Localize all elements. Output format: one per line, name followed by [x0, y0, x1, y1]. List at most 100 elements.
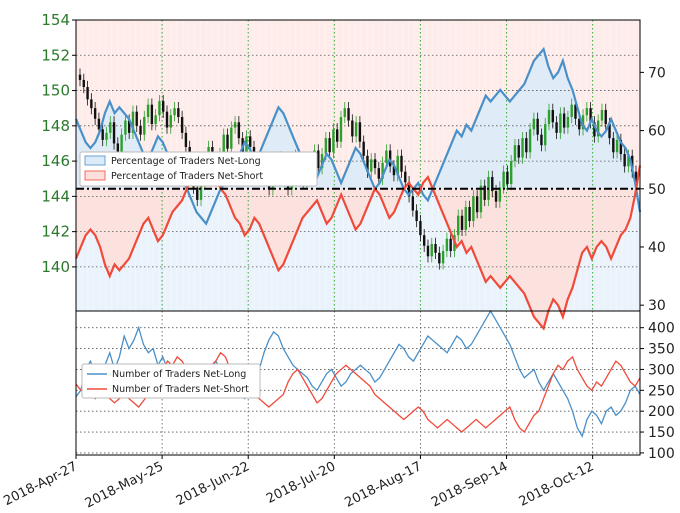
candle-body: [411, 196, 415, 211]
legend-label-long: Percentage of Traders Net-Long: [111, 156, 261, 167]
candle-body: [90, 99, 93, 109]
candle-body: [589, 108, 592, 123]
candle-body: [347, 108, 350, 121]
candle-body: [165, 111, 169, 128]
bottom-legend-box: [81, 363, 261, 399]
price-tick-label: 150: [41, 82, 70, 100]
candle-body: [162, 101, 165, 112]
candle-body: [521, 138, 524, 158]
count-tick-label: 350: [648, 342, 675, 358]
net-long-area: [76, 49, 640, 189]
candle-body: [585, 108, 589, 116]
candle-body: [491, 176, 494, 192]
legend-swatch-long: [84, 155, 106, 166]
candle-body: [101, 129, 104, 140]
pct-tick-label: 50: [648, 182, 666, 198]
candle-body: [430, 243, 433, 257]
candle-body: [354, 122, 358, 137]
candle-body: [596, 120, 600, 137]
count-tick-label: 250: [648, 383, 675, 399]
candle-body: [608, 124, 611, 139]
candle-body: [317, 150, 320, 169]
candle-body: [381, 162, 384, 179]
candle-body: [146, 104, 150, 117]
net-short-pct-line: [74, 151, 642, 331]
candle-body: [82, 79, 85, 88]
candle-body: [457, 215, 460, 236]
count-tick-label: 200: [648, 404, 675, 420]
candle-body: [426, 245, 430, 257]
candle-body: [109, 122, 112, 133]
candle-body: [498, 187, 502, 202]
candle-body: [404, 171, 407, 183]
candle-body: [574, 104, 577, 119]
candle-body: [320, 154, 324, 169]
candle-body: [93, 108, 97, 119]
date-tick-label: 2018-Jun-22: [174, 459, 252, 509]
candle-body: [366, 155, 369, 172]
candle-body: [627, 155, 630, 167]
candle-body: [419, 221, 422, 236]
candle-body: [551, 109, 554, 123]
candle-body: [464, 206, 467, 230]
candle-body: [86, 87, 89, 100]
top-panel: 154 152 150 148 146 144 142 140 70 60 50 40 30 Percen…: [41, 11, 666, 331]
candle-body: [339, 117, 343, 142]
candle-body: [335, 129, 339, 142]
candle-body: [445, 238, 449, 252]
candle-body: [407, 182, 411, 197]
candle-body: [78, 74, 82, 80]
candle-body: [449, 238, 452, 252]
date-tick-label: 2018-Aug-17: [342, 459, 424, 509]
candle-body: [173, 108, 176, 116]
net-short-count-line: [75, 351, 641, 434]
legend-swatch-short: [84, 170, 106, 181]
candle-body: [199, 182, 203, 200]
candle-body: [612, 138, 615, 153]
candle-body: [544, 124, 547, 146]
candle-body: [509, 161, 513, 185]
candle-body: [237, 122, 241, 139]
candle-body: [222, 134, 225, 155]
candle-body: [131, 111, 135, 133]
candle-body: [513, 145, 517, 162]
candle-body: [180, 117, 184, 133]
candle-body: [396, 155, 399, 176]
candle-body: [158, 101, 161, 116]
pct-tick-label: 70: [648, 65, 666, 81]
candle-body: [623, 154, 626, 167]
candle-body: [373, 159, 377, 169]
price-tick-label: 152: [41, 46, 70, 64]
candle-body: [528, 129, 532, 153]
candle-body: [479, 185, 483, 213]
price-tick-label: 146: [41, 152, 70, 170]
candle-body: [532, 118, 536, 130]
candle-body: [124, 120, 127, 135]
count-tick-label: 400: [648, 321, 675, 337]
candle-body: [135, 111, 138, 126]
candle-body: [169, 115, 172, 128]
candle-body: [150, 104, 154, 125]
candle-body: [324, 138, 328, 155]
candle-body: [112, 122, 116, 144]
candle-body: [184, 132, 188, 147]
bottom-frame: [75, 310, 641, 456]
candle-body: [139, 125, 142, 135]
candle-body: [525, 138, 528, 153]
count-tick-label: 150: [648, 425, 675, 441]
date-tick-label: 2018-Jul-20: [264, 459, 338, 507]
candle-body: [619, 139, 623, 155]
candle-body: [604, 109, 607, 125]
date-tick-label: 2018-May-25: [83, 459, 166, 509]
bottom-panel: 400 350 300 250 200 150 100 Number of Traders N…: [75, 309, 675, 462]
x-axis: 2018-Apr-27 2018-May-25 2018-Jun-22 2018-Ju…: [1, 455, 596, 511]
candle-body: [127, 120, 131, 133]
candle-body: [615, 139, 619, 153]
net-short-area: [76, 188, 640, 329]
candle-body: [358, 122, 362, 142]
top-legend: Percentage of Traders Net-Long Percentage…: [79, 151, 318, 187]
candle-body: [468, 206, 471, 222]
bottom-legend: Number of Traders Net-Long Number of Trad…: [81, 363, 261, 399]
